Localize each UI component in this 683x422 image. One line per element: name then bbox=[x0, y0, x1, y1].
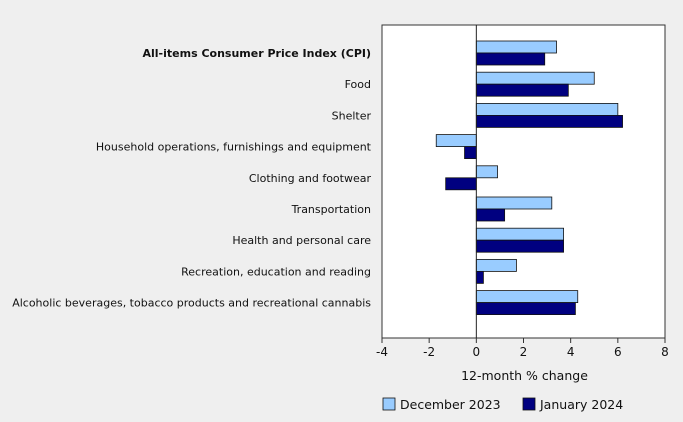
x-tick-label-5: 6 bbox=[614, 345, 622, 359]
category-labels: All-items Consumer Price Index (CPI) Food… bbox=[12, 47, 371, 310]
category-label-6: Health and personal care bbox=[232, 234, 371, 247]
legend-label-1: January 2024 bbox=[539, 397, 623, 412]
x-tick-label-2: 0 bbox=[473, 345, 481, 359]
x-axis-title: 12-month % change bbox=[461, 368, 588, 383]
bar-jan-2024-8 bbox=[475, 302, 576, 316]
bar-dec-2023-8 bbox=[475, 290, 579, 304]
bar-jan-2024-0 bbox=[475, 52, 546, 66]
x-tick-label-0: -4 bbox=[376, 345, 388, 359]
bar-dec-2023-2 bbox=[475, 103, 619, 116]
x-tick-label-3: 2 bbox=[520, 345, 528, 359]
bar-jan-2024-4 bbox=[445, 177, 477, 191]
x-tick-label-4: 4 bbox=[567, 345, 575, 359]
legend-swatch-0 bbox=[382, 397, 396, 411]
x-tick-label-1: -2 bbox=[423, 345, 435, 359]
bar-dec-2023-4 bbox=[475, 165, 498, 179]
category-label-7: Recreation, education and reading bbox=[181, 265, 371, 278]
x-axis-ticks: -4 -2 0 2 4 6 8 bbox=[376, 338, 669, 359]
x-tick-label-6: 8 bbox=[661, 345, 669, 359]
category-label-3: Household operations, furnishings and eq… bbox=[96, 141, 372, 154]
bar-dec-2023-3 bbox=[435, 134, 477, 148]
legend-label-0: December 2023 bbox=[400, 397, 501, 412]
category-label-0: All-items Consumer Price Index (CPI) bbox=[143, 47, 372, 60]
bar-jan-2024-1 bbox=[475, 83, 569, 97]
bar-jan-2024-7 bbox=[475, 270, 484, 284]
legend: December 2023 January 2024 bbox=[382, 397, 623, 412]
bar-jan-2024-2 bbox=[475, 115, 623, 128]
category-label-4: Clothing and footwear bbox=[249, 172, 372, 185]
bar-dec-2023-1 bbox=[475, 71, 595, 85]
bar-dec-2023-6 bbox=[475, 227, 564, 241]
bar-jan-2024-3 bbox=[464, 146, 477, 160]
bars-group bbox=[435, 40, 623, 316]
bar-dec-2023-5 bbox=[475, 196, 553, 210]
category-label-5: Transportation bbox=[291, 203, 371, 216]
legend-swatch-1 bbox=[522, 397, 536, 411]
bar-dec-2023-7 bbox=[475, 258, 517, 272]
category-label-8: Alcoholic beverages, tobacco products an… bbox=[12, 297, 371, 310]
bar-jan-2024-6 bbox=[475, 239, 564, 253]
bar-jan-2024-5 bbox=[475, 208, 506, 222]
category-label-1: Food bbox=[345, 78, 371, 91]
bar-dec-2023-0 bbox=[475, 40, 557, 54]
category-label-2: Shelter bbox=[332, 109, 372, 122]
